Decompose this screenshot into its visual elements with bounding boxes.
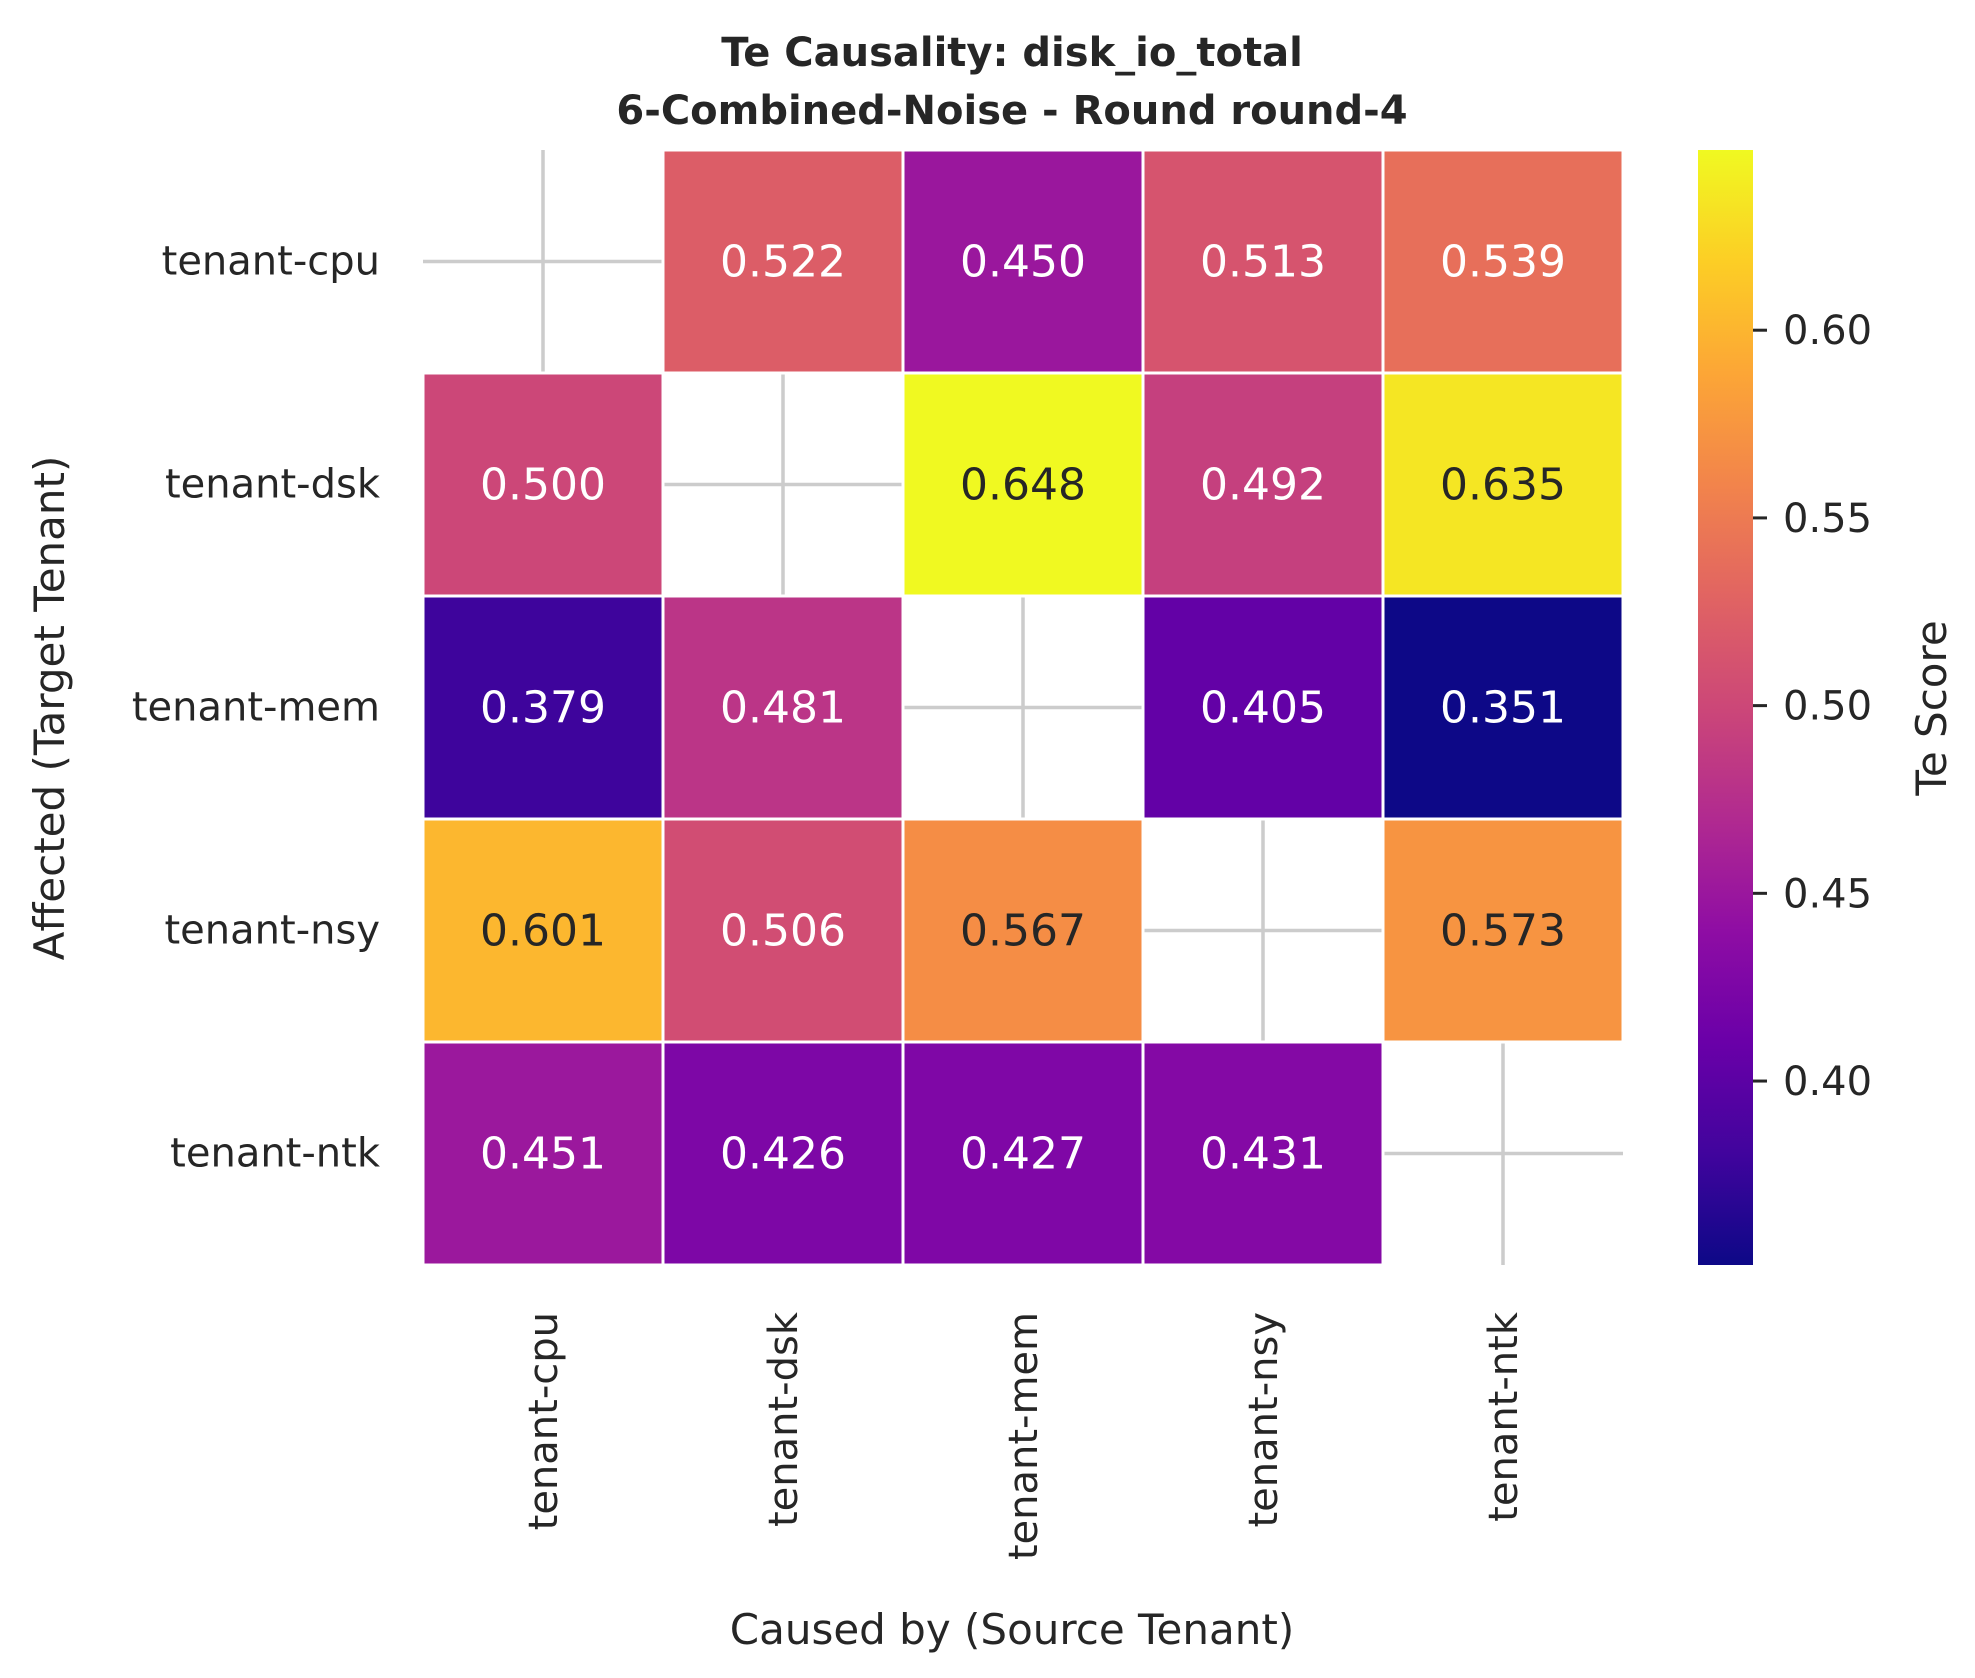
y-tick-label: tenant-nsy: [165, 908, 381, 954]
colorbar-tick-label: 0.60: [1783, 308, 1872, 354]
x-tick-label: tenant-dsk: [761, 1311, 807, 1527]
heatmap-cell: [901, 371, 1145, 598]
cell-value-label: 0.539: [1440, 237, 1566, 288]
heatmap-cell: [421, 817, 665, 1044]
y-tick-label: tenant-dsk: [165, 462, 381, 508]
cell-value-label: 0.635: [1440, 460, 1566, 511]
y-tick-labels: tenant-cpu tenant-dsk tenant-mem tenant-nsy…: [132, 239, 381, 1177]
x-tick-label: tenant-ntk: [1481, 1311, 1527, 1522]
cell-value-label: 0.513: [1200, 237, 1326, 288]
colorbar-tick-label: 0.50: [1783, 684, 1872, 730]
heatmap-cells: [421, 148, 1625, 1267]
cell-value-label: 0.492: [1200, 460, 1326, 511]
heatmap-cell: [1141, 371, 1385, 598]
x-tick-label: tenant-nsy: [1241, 1312, 1287, 1528]
y-axis-label: Affected (Target Tenant): [25, 456, 74, 961]
cell-value-label: 0.379: [480, 683, 606, 734]
cell-value-label: 0.500: [480, 460, 606, 511]
colorbar-tick-label: 0.40: [1783, 1059, 1872, 1105]
heatmap-cell: [901, 1040, 1145, 1267]
heatmap-cell: [661, 817, 905, 1044]
cell-value-label: 0.567: [960, 906, 1086, 957]
x-tick-label: tenant-cpu: [521, 1312, 567, 1530]
colorbar-ticks: 0.40 0.45 0.50 0.55 0.60: [1753, 308, 1872, 1105]
heatmap-cell: [1381, 371, 1625, 598]
colorbar-tick-label: 0.55: [1783, 496, 1872, 542]
cell-value-label: 0.431: [1200, 1129, 1326, 1180]
cell-value-label: 0.426: [720, 1129, 846, 1180]
heatmap-cell: [1381, 594, 1625, 821]
heatmap-cell: [1381, 148, 1625, 375]
heatmap-cell: [1141, 1040, 1385, 1267]
cell-value-label: 0.648: [960, 460, 1086, 511]
cell-value-label: 0.450: [960, 237, 1086, 288]
y-tick-label: tenant-cpu: [162, 239, 380, 285]
heatmap-cell: [1381, 817, 1625, 1044]
cell-value-label: 0.427: [960, 1129, 1086, 1180]
heatmap-cell: [421, 1040, 665, 1267]
heatmap-cell: [421, 371, 665, 598]
cell-value-label: 0.405: [1200, 683, 1326, 734]
colorbar-label: Te Score: [1907, 620, 1956, 796]
cell-value-label: 0.481: [720, 683, 846, 734]
x-tick-labels: tenant-cpu tenant-dsk tenant-mem tenant-nsy…: [521, 1311, 1527, 1560]
heatmap-cell: [901, 148, 1145, 375]
cell-value-label: 0.601: [480, 906, 606, 957]
y-tick-label: tenant-mem: [132, 685, 380, 731]
cell-value-label: 0.451: [480, 1129, 606, 1180]
heatmap-cell: [901, 817, 1145, 1044]
y-tick-label: tenant-ntk: [170, 1131, 381, 1177]
heatmap-cell: [1141, 594, 1385, 821]
colorbar: [1698, 150, 1753, 1265]
heatmap-cell: [421, 594, 665, 821]
x-tick-label: tenant-mem: [1001, 1312, 1047, 1560]
cell-value-label: 0.573: [1440, 906, 1566, 957]
x-axis-label: Caused by (Source Tenant): [730, 1605, 1294, 1654]
colorbar-tick-label: 0.45: [1783, 871, 1872, 917]
cell-value-labels: 0.522 0.450 0.513 0.539 0.500 0.648 0.492 0.635…: [480, 237, 1566, 1180]
cell-value-label: 0.351: [1440, 683, 1566, 734]
cell-value-label: 0.522: [720, 237, 846, 288]
chart-title: Te Causality: disk_io_total: [721, 30, 1303, 76]
chart-subtitle: 6-Combined-Noise - Round round-4: [616, 88, 1407, 134]
cell-value-label: 0.506: [720, 906, 846, 957]
heatmap-cell: [661, 1040, 905, 1267]
heatmap-cell: [661, 594, 905, 821]
